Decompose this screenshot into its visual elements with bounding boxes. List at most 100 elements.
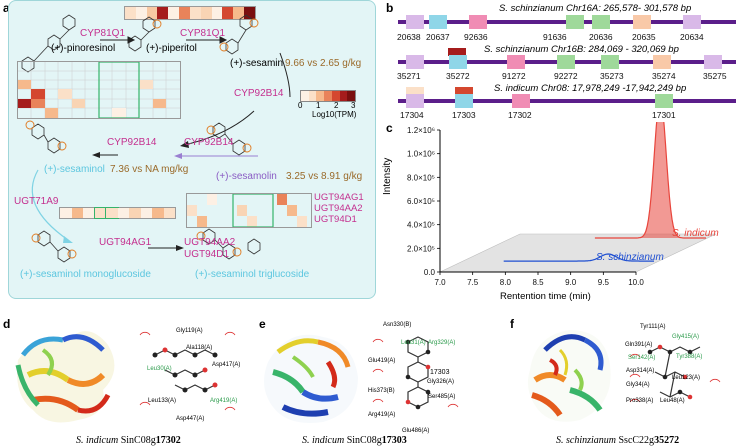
residue-label: Ala118(A)	[186, 345, 213, 351]
residue-label: His373(B)	[368, 388, 395, 394]
gene-block	[406, 15, 424, 29]
heatmap-strip-top	[124, 6, 256, 20]
legend-tick-2: 2	[334, 101, 339, 110]
gene-block	[406, 55, 424, 69]
enzyme-ugt94d1: UGT94D1	[184, 249, 230, 260]
gene-block	[469, 15, 487, 29]
gene-block	[429, 15, 447, 29]
enzyme-ugt94aa2: UGT94AA2	[184, 237, 236, 248]
heatmap-grid-main	[17, 61, 181, 119]
compound-pinoresinol: (+)-pinoresinol	[51, 43, 116, 54]
series-label-schinzianum: S. schinzianum	[596, 252, 664, 263]
heatmap-strip-ugt71a9	[59, 207, 176, 219]
y-tick-label: 4.0×10⁵	[407, 221, 435, 230]
residue-label: Leu48(A)	[660, 398, 685, 404]
gene-id: 17303	[452, 110, 476, 120]
residue-label: Glu486(A)	[402, 428, 430, 434]
content-sesamin: 9.66 vs 2.65 g/kg	[285, 58, 362, 69]
residue-label: Gly415(A)	[672, 334, 700, 340]
gene-id: 92636	[464, 32, 488, 42]
caption-f-species: S. schinzianum	[556, 435, 616, 446]
interaction-diagram-f	[629, 344, 721, 403]
compound-monoglucoside: (+)-sesaminol monoglucoside	[20, 269, 151, 280]
gene-id: 35274	[652, 71, 676, 81]
legend-tick-0: 0	[298, 101, 303, 110]
caption-e-gene-id: 17303	[381, 435, 407, 446]
x-tick-label: 10.0	[628, 278, 644, 287]
caption-e: S. indicum SinC08g17303	[302, 435, 407, 446]
panel-label-d: d	[3, 317, 11, 331]
gene-id: 17301	[652, 110, 676, 120]
tpm-color-legend	[300, 90, 356, 102]
gene-id: 35272	[446, 71, 470, 81]
residue-label: 17303	[430, 369, 450, 376]
compound-piperitol: (+)-piperitol	[146, 43, 197, 54]
gene-block	[704, 55, 722, 69]
residue-label: Tyr111(A)	[640, 324, 666, 330]
series-line-indicum	[594, 122, 706, 239]
heatmap-grid-ugt94	[186, 193, 312, 228]
residue-label: Asp314(A)	[626, 368, 655, 374]
y-tick-label: 1.0×10⁶	[407, 150, 435, 159]
chromatogram-ylabel: Intensity	[382, 157, 393, 195]
protein-structure-e	[264, 334, 358, 423]
panel-label-e: e	[259, 317, 266, 331]
gene-block	[455, 94, 473, 108]
ugt-list-item-1: UGT94AG1	[314, 192, 364, 203]
enzyme-cyp81q1-a: CYP81Q1	[80, 28, 126, 39]
legend-title: Log10(TPM)	[312, 110, 357, 119]
gene-block	[557, 55, 575, 69]
x-tick-label: 8.5	[532, 278, 544, 287]
gene-block	[633, 15, 651, 29]
chart-floor	[439, 233, 717, 273]
gene-block	[449, 55, 467, 69]
compound-sesamolin: (+)-sesamolin	[216, 171, 277, 182]
gene-block	[406, 94, 424, 108]
x-tick-label: 9.0	[565, 278, 577, 287]
interaction-diagram-d	[139, 331, 236, 411]
enzyme-ugt94ag1: UGT94AG1	[99, 237, 152, 248]
residue-label: Leu30(A)	[147, 366, 172, 372]
y-tick-label: 8.0×10⁵	[407, 173, 435, 182]
residue-label: Ser485(A)	[428, 394, 456, 400]
y-tick-label: 0.0	[424, 268, 436, 277]
caption-d-gene-prefix: SinC08g	[120, 435, 156, 446]
residue-label: Asp447(A)	[176, 416, 205, 422]
panel-label-b: b	[386, 1, 394, 15]
gene-id: 17302	[508, 110, 532, 120]
gene-block	[507, 55, 525, 69]
gene-block	[566, 15, 584, 29]
content-sesamolin: 3.25 vs 8.91 g/kg	[286, 171, 363, 182]
caption-d: S. indicum SinC08g17302	[76, 435, 181, 446]
panel-label-c: c	[386, 121, 393, 135]
legend-tick-1: 1	[316, 101, 321, 110]
residue-label: Leu123(A)	[672, 375, 701, 381]
chromatogram-xlabel: Rentention time (min)	[500, 291, 591, 302]
x-tick-label: 7.0	[434, 278, 446, 287]
gene-block	[512, 94, 530, 108]
synteny-title-track2: S. schinzianum Chr16B: 284,069 - 320,069…	[484, 44, 679, 55]
gene-id: 35273	[600, 71, 624, 81]
chromosome-bar-track3	[398, 99, 736, 103]
residue-label: Leu133(A)	[148, 398, 177, 404]
gene-id: 20636	[589, 32, 613, 42]
series-label-indicum: S. indicum	[672, 228, 719, 239]
gene-id: 92272	[554, 71, 578, 81]
gene-id: 35275	[703, 71, 727, 81]
enzyme-cyp92b14-c: CYP92B14	[184, 137, 234, 148]
gene-id: 20637	[426, 32, 450, 42]
gene-block	[655, 94, 673, 108]
residue-label: Glu419(A)	[368, 358, 396, 364]
y-tick-label: 1.2×10⁶	[407, 126, 435, 135]
caption-e-gene-prefix: SinC08g	[346, 435, 382, 446]
residue-label: Asp417(A)	[212, 362, 241, 368]
caption-d-gene-id: 17302	[155, 435, 181, 446]
interaction-diagram-e	[372, 336, 459, 410]
residue-label: Arg419(A)	[210, 398, 238, 404]
gene-id: 91636	[543, 32, 567, 42]
x-tick-label: 8.0	[500, 278, 512, 287]
enzyme-cyp92b14-b: CYP92B14	[107, 137, 157, 148]
chromatogram-chart: 0.0 2.0×10⁵ 4.0×10⁵ 6.0×10⁵ 8.0×10⁵ 1.0×10⁶ 1.…	[407, 122, 717, 287]
compound-sesamin: (+)-sesamin	[230, 58, 284, 69]
residue-label: Gly326(A)	[427, 379, 455, 385]
